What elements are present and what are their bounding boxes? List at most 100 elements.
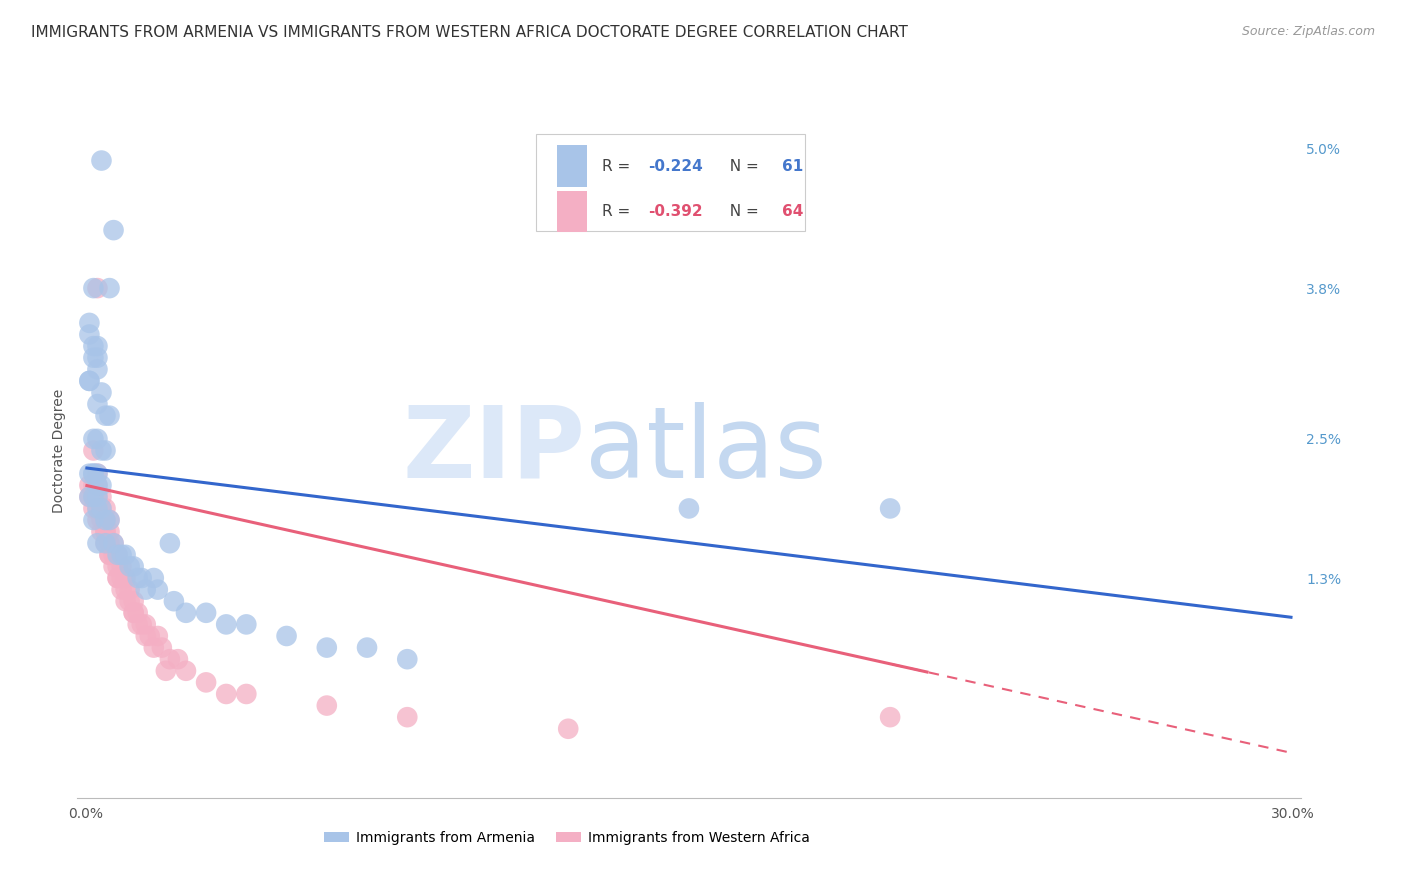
Point xyxy=(215,687,238,701)
Point xyxy=(396,710,419,724)
Point xyxy=(167,652,190,666)
Point xyxy=(118,582,141,597)
Point xyxy=(90,501,112,516)
Point xyxy=(122,594,145,608)
Point xyxy=(127,571,149,585)
Point xyxy=(86,467,108,481)
Point xyxy=(82,490,104,504)
Point xyxy=(82,501,104,516)
Point xyxy=(131,571,153,585)
Point xyxy=(118,594,141,608)
Point xyxy=(79,374,101,388)
Point xyxy=(127,617,149,632)
Point xyxy=(107,548,129,562)
Point xyxy=(82,281,104,295)
Point xyxy=(174,664,197,678)
Point xyxy=(103,536,125,550)
Text: IMMIGRANTS FROM ARMENIA VS IMMIGRANTS FROM WESTERN AFRICA DOCTORATE DEGREE CORRE: IMMIGRANTS FROM ARMENIA VS IMMIGRANTS FR… xyxy=(31,25,908,40)
Point xyxy=(98,548,121,562)
Point xyxy=(110,571,132,585)
Point xyxy=(135,582,157,597)
Point xyxy=(82,467,104,481)
Point xyxy=(82,339,104,353)
Legend: Immigrants from Armenia, Immigrants from Western Africa: Immigrants from Armenia, Immigrants from… xyxy=(318,825,815,851)
Point xyxy=(159,652,181,666)
Point xyxy=(86,478,108,492)
Point xyxy=(146,629,169,643)
Point xyxy=(82,490,104,504)
Point xyxy=(86,351,108,365)
Text: ZIP: ZIP xyxy=(402,402,585,499)
Point xyxy=(82,513,104,527)
Point xyxy=(94,524,117,539)
Point xyxy=(86,339,108,353)
Text: N =: N = xyxy=(720,159,763,174)
Point xyxy=(86,501,108,516)
Point xyxy=(195,606,218,620)
Point xyxy=(98,513,121,527)
Point xyxy=(98,536,121,550)
Point xyxy=(110,548,132,562)
Point xyxy=(98,409,121,423)
Point xyxy=(315,698,337,713)
Point xyxy=(110,559,132,574)
Point xyxy=(142,571,165,585)
Text: -0.224: -0.224 xyxy=(648,159,703,174)
Point xyxy=(107,559,129,574)
Point xyxy=(90,385,112,400)
Point xyxy=(107,571,129,585)
Point xyxy=(122,559,145,574)
FancyBboxPatch shape xyxy=(557,145,588,187)
Point xyxy=(879,501,901,516)
Y-axis label: Doctorate Degree: Doctorate Degree xyxy=(52,388,66,513)
Text: N =: N = xyxy=(720,204,763,219)
Point xyxy=(235,687,257,701)
Point xyxy=(86,536,108,550)
Point xyxy=(79,478,101,492)
Point xyxy=(678,501,700,516)
Point xyxy=(82,478,104,492)
Point xyxy=(131,617,153,632)
Point xyxy=(356,640,378,655)
Point xyxy=(396,652,419,666)
Point xyxy=(235,617,257,632)
Text: Source: ZipAtlas.com: Source: ZipAtlas.com xyxy=(1241,25,1375,38)
Point xyxy=(98,524,121,539)
Point xyxy=(315,640,337,655)
Point xyxy=(142,640,165,655)
Point xyxy=(86,501,108,516)
Point xyxy=(94,513,117,527)
Point xyxy=(86,432,108,446)
FancyBboxPatch shape xyxy=(536,134,806,231)
Point xyxy=(215,617,238,632)
Point xyxy=(82,467,104,481)
Point xyxy=(86,362,108,376)
Point xyxy=(155,664,177,678)
Point xyxy=(94,536,117,550)
Point xyxy=(114,582,136,597)
Point xyxy=(174,606,197,620)
Point xyxy=(90,490,112,504)
Point xyxy=(98,548,121,562)
Point xyxy=(86,490,108,504)
Point xyxy=(79,316,101,330)
Point xyxy=(103,536,125,550)
Point xyxy=(90,501,112,516)
Point xyxy=(94,524,117,539)
Point xyxy=(82,443,104,458)
Point xyxy=(146,582,169,597)
Point xyxy=(879,710,901,724)
Point xyxy=(150,640,173,655)
Point xyxy=(557,722,579,736)
Point xyxy=(94,409,117,423)
Point xyxy=(86,281,108,295)
Point xyxy=(98,513,121,527)
Point xyxy=(94,443,117,458)
Point xyxy=(79,374,101,388)
Point xyxy=(98,281,121,295)
Point xyxy=(86,467,108,481)
Point xyxy=(90,153,112,168)
Point xyxy=(79,467,101,481)
Point xyxy=(135,629,157,643)
Point xyxy=(90,443,112,458)
